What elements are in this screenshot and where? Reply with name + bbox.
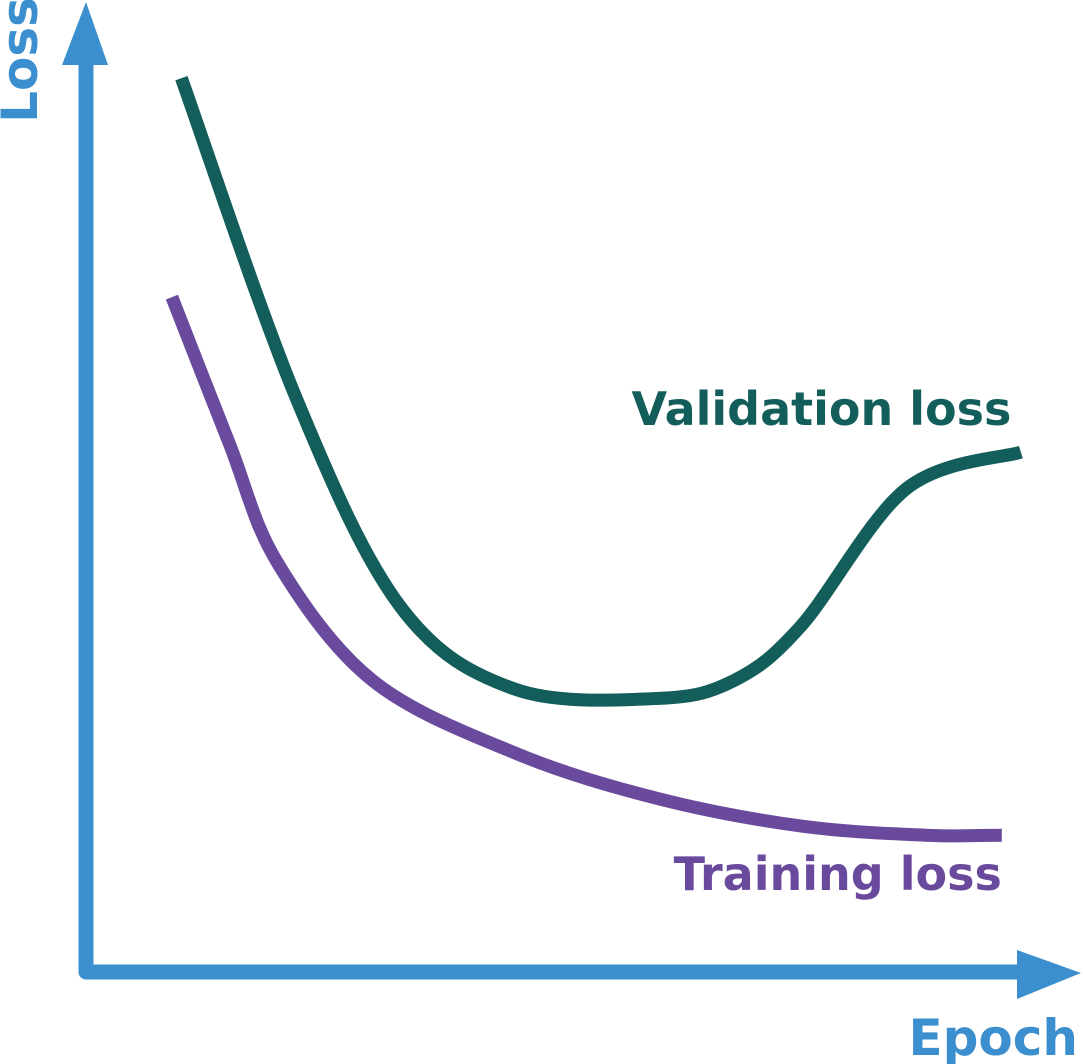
x-axis-arrowhead xyxy=(1017,950,1081,999)
validation-loss-label: Validation loss xyxy=(631,382,1011,436)
training-loss-label: Training loss xyxy=(674,847,1002,901)
y-axis-arrowhead xyxy=(62,2,108,65)
axis-lines xyxy=(78,54,1030,980)
validation-loss-line xyxy=(175,76,1023,707)
y-axis-label: Loss xyxy=(0,0,49,123)
series-layer xyxy=(165,76,1023,843)
label-layer: Validation loss Training loss xyxy=(631,382,1011,901)
x-axis-label: Epoch xyxy=(908,1009,1078,1064)
training-loss-line xyxy=(165,294,1002,843)
